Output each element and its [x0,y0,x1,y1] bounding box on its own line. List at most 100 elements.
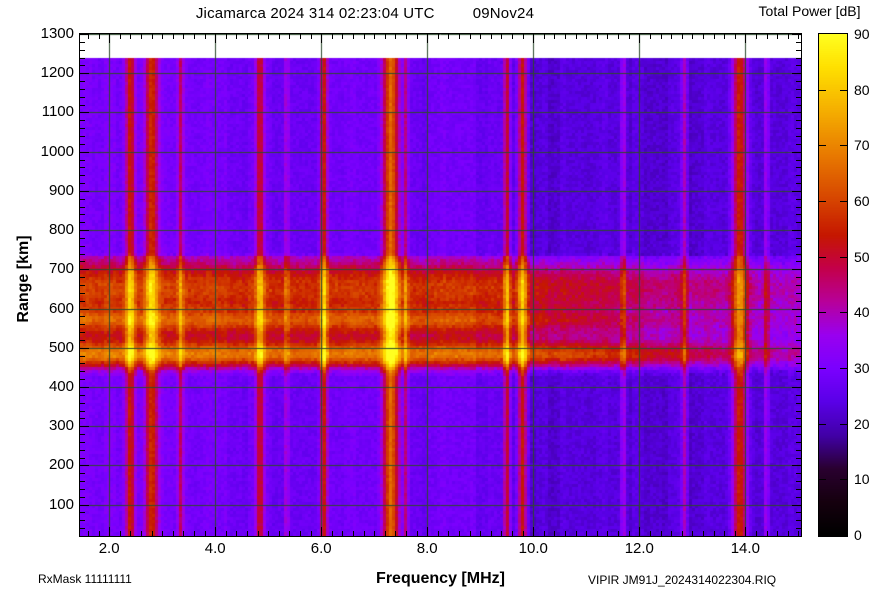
x-tick-minor [374,34,375,39]
y-tick-minor [796,403,801,404]
y-tick-minor [80,65,85,66]
y-tick-minor [796,238,801,239]
x-tick-minor [788,34,789,39]
x-tick-minor [607,34,608,39]
y-tick-minor [796,497,801,498]
x-tick-minor [247,34,248,39]
x-tick-minor [406,34,407,39]
colorbar-tick [819,257,826,258]
x-tick-minor [162,34,163,39]
x-tick-label: 6.0 [310,540,332,557]
x-tick-minor [141,531,142,536]
colorbar-tick [840,424,847,425]
colorbar-tick [819,479,826,480]
y-tick-minor [80,293,85,294]
x-tick-minor [767,531,768,536]
x-tick-minor [385,34,386,39]
x-tick-minor [342,34,343,39]
x-axis-title: Frequency [MHz] [376,570,505,587]
x-tick-minor [544,531,545,536]
x-tick-minor [724,34,725,39]
y-tick-label: 300 [48,417,74,435]
x-tick-minor [438,531,439,536]
x-tick-minor [120,531,121,536]
x-tick-minor [491,531,492,536]
x-tick-minor [353,531,354,536]
y-tick-minor [80,528,85,529]
y-tick-minor [80,144,85,145]
x-tick-minor [236,34,237,39]
x-tick-minor [417,34,418,39]
colorbar-tick [819,201,826,202]
y-tick-minor [796,418,801,419]
x-tick-minor [692,531,693,536]
x-tick-minor [353,34,354,39]
y-tick-minor [796,214,801,215]
x-tick-minor [491,34,492,39]
colorbar-tick [840,90,847,91]
x-tick-minor [417,531,418,536]
x-tick-minor [173,34,174,39]
x-tick-minor [767,34,768,39]
y-tick-minor [80,434,85,435]
x-tick-minor [268,531,269,536]
x-tick-minor [629,531,630,536]
x-tick-minor [745,34,746,43]
y-tick-minor [80,214,85,215]
colorbar[interactable] [818,33,848,537]
x-tick-minor [724,531,725,536]
x-tick-minor [109,527,110,536]
y-tick-minor [796,332,801,333]
x-tick-label: 14.0 [730,540,760,557]
colorbar-tick-label: 50 [854,249,870,265]
y-tick-minor [80,324,85,325]
y-tick-minor [792,152,801,153]
x-tick-minor [639,527,640,536]
colorbar-tick [840,145,847,146]
y-tick-minor [792,387,801,388]
colorbar-tick-label: 40 [854,304,870,320]
colorbar-tick [819,368,826,369]
y-tick-minor [796,144,801,145]
x-tick-minor [650,34,651,39]
y-tick-minor [796,473,801,474]
y-tick-minor [80,403,85,404]
y-tick-label: 500 [48,338,74,356]
y-tick-label: 100 [48,495,74,513]
x-tick-minor [480,34,481,39]
x-tick-minor [459,531,460,536]
y-tick-minor [80,50,85,51]
x-tick-minor [183,34,184,39]
y-tick-minor [796,512,801,513]
y-tick-minor [80,332,85,333]
x-tick-minor [332,34,333,39]
colorbar-tick-label: 10 [854,471,870,487]
x-tick-minor [311,531,312,536]
y-tick-minor [80,520,85,521]
y-tick-minor [80,269,89,270]
x-tick-minor [533,34,534,43]
y-tick-minor [80,473,85,474]
y-tick-label: 700 [48,260,74,278]
colorbar-tick-label: 70 [854,137,870,153]
x-tick-minor [565,531,566,536]
x-tick-minor [682,531,683,536]
y-tick-minor [80,97,85,98]
y-tick-minor [80,128,85,129]
colorbar-gradient [819,34,847,536]
x-tick-minor [300,531,301,536]
x-tick-minor [194,531,195,536]
y-tick-minor [792,34,801,35]
y-tick-minor [796,89,801,90]
x-tick-label: 8.0 [416,540,438,557]
x-tick-minor [501,34,502,39]
spectrogram-plot-area[interactable] [79,33,802,537]
y-tick-label: 600 [48,299,74,317]
y-tick-minor [796,81,801,82]
y-tick-minor [796,222,801,223]
x-tick-minor [152,531,153,536]
y-tick-minor [796,379,801,380]
x-tick-minor [99,531,100,536]
y-tick-minor [80,481,85,482]
y-tick-minor [796,128,801,129]
